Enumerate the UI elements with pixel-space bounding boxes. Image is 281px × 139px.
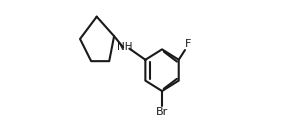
Text: F: F — [185, 39, 191, 49]
Text: Br: Br — [156, 107, 168, 117]
Text: NH: NH — [117, 42, 133, 52]
